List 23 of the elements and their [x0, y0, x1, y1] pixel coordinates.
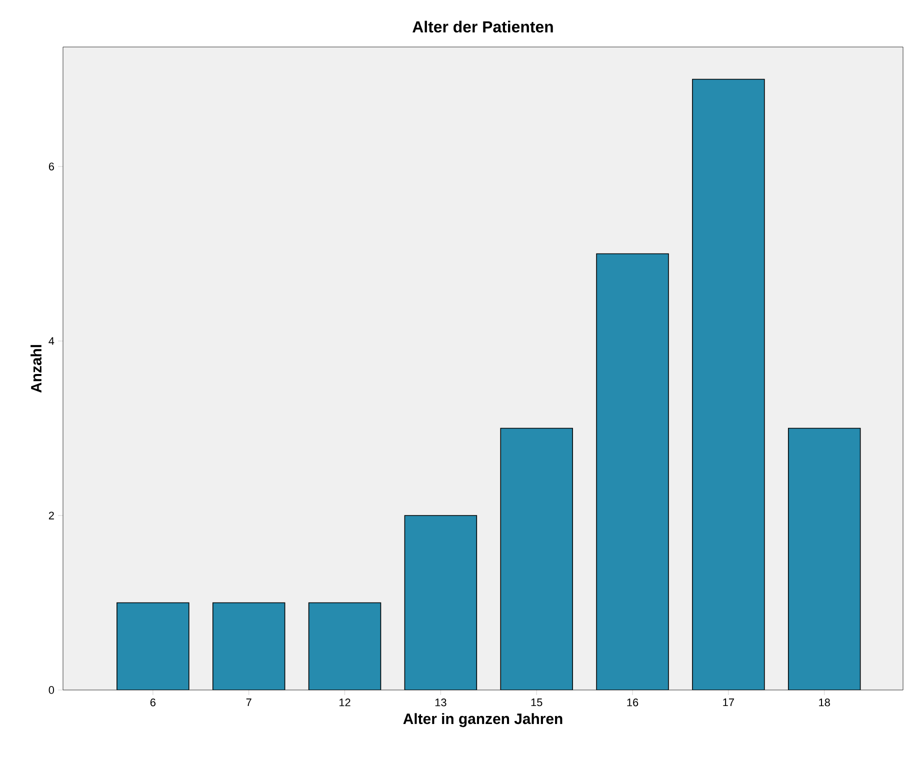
chart-title: Alter der Patienten: [412, 20, 553, 32]
x-tick-label: 6: [150, 698, 156, 706]
y-axis-title: Anzahl: [30, 345, 42, 393]
bar: [116, 602, 189, 690]
x-tick-label: 15: [531, 698, 542, 706]
bar: [596, 254, 668, 690]
x-axis-title: Alter in ganzen Jahren: [403, 713, 562, 728]
x-tick-label: 17: [723, 698, 734, 706]
y-tick-label: 2: [48, 512, 54, 520]
x-tick-label: 7: [246, 698, 252, 706]
bar: [404, 516, 477, 690]
bar: [308, 602, 381, 690]
y-tick-label: 0: [48, 686, 54, 694]
x-tick-label: 13: [435, 698, 446, 706]
y-tick-label: 6: [48, 162, 54, 170]
x-tick-label: 12: [339, 698, 350, 706]
x-tick-label: 18: [819, 698, 830, 706]
bar: [212, 602, 285, 690]
bar: [692, 79, 764, 690]
x-tick-label: 16: [627, 698, 638, 706]
bar: [788, 428, 861, 690]
y-tick-label: 4: [48, 337, 54, 345]
bar: [500, 428, 573, 690]
